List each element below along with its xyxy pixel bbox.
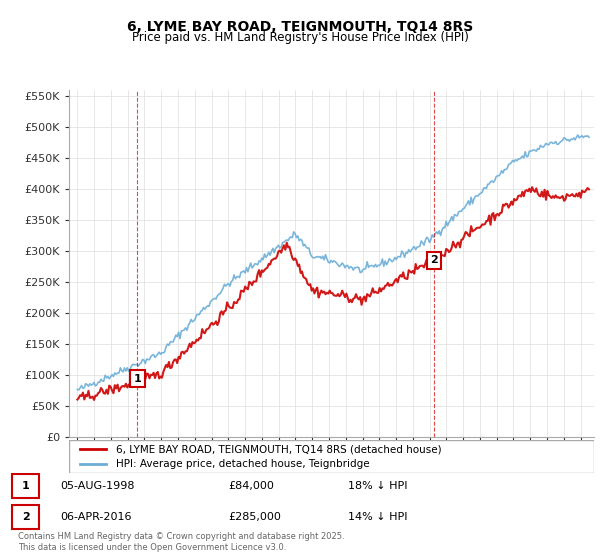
- Text: Price paid vs. HM Land Registry's House Price Index (HPI): Price paid vs. HM Land Registry's House …: [131, 31, 469, 44]
- Text: 06-APR-2016: 06-APR-2016: [60, 512, 131, 522]
- Text: HPI: Average price, detached house, Teignbridge: HPI: Average price, detached house, Teig…: [116, 459, 370, 469]
- Text: Contains HM Land Registry data © Crown copyright and database right 2025.
This d: Contains HM Land Registry data © Crown c…: [18, 532, 344, 552]
- Text: £285,000: £285,000: [228, 512, 281, 522]
- Text: 1: 1: [134, 374, 142, 384]
- FancyBboxPatch shape: [69, 440, 594, 473]
- Text: 6, LYME BAY ROAD, TEIGNMOUTH, TQ14 8RS (detached house): 6, LYME BAY ROAD, TEIGNMOUTH, TQ14 8RS (…: [116, 444, 442, 454]
- Text: 2: 2: [22, 512, 29, 522]
- Text: 05-AUG-1998: 05-AUG-1998: [60, 481, 134, 491]
- Text: £84,000: £84,000: [228, 481, 274, 491]
- FancyBboxPatch shape: [12, 505, 39, 529]
- Text: 14% ↓ HPI: 14% ↓ HPI: [348, 512, 407, 522]
- FancyBboxPatch shape: [12, 474, 39, 498]
- Text: 2: 2: [430, 255, 437, 265]
- Text: 6, LYME BAY ROAD, TEIGNMOUTH, TQ14 8RS: 6, LYME BAY ROAD, TEIGNMOUTH, TQ14 8RS: [127, 20, 473, 34]
- Text: 1: 1: [22, 481, 29, 491]
- Text: 18% ↓ HPI: 18% ↓ HPI: [348, 481, 407, 491]
